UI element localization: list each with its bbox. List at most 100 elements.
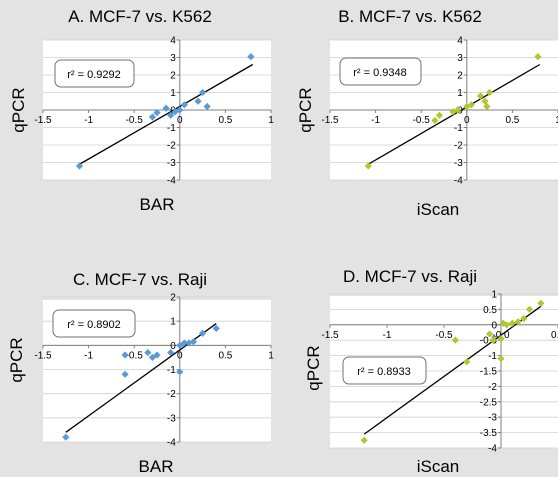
data-point (176, 341, 184, 349)
data-point (153, 109, 161, 117)
r2-box (54, 59, 135, 88)
data-point (534, 53, 542, 61)
x-tick-label: -1.5 (34, 115, 52, 126)
y-tick-label: 0 (491, 320, 497, 331)
x-tick-label: -1 (84, 115, 93, 126)
r2-box (342, 356, 427, 385)
x-tick-label: 1 (555, 115, 558, 126)
data-point (144, 348, 152, 357)
trendline (363, 305, 542, 435)
data-point (497, 355, 505, 363)
data-point (497, 335, 505, 343)
y-tick-label: 4 (457, 36, 463, 47)
y-axis-label: qPCR (9, 87, 28, 132)
y-axis-label: qPCR (304, 345, 323, 390)
y-tick-label: -1 (454, 123, 463, 134)
data-point (194, 97, 202, 105)
x-tick-label: 0 (177, 350, 183, 361)
x-tick-label: -1 (383, 330, 392, 341)
data-point (435, 111, 444, 119)
y-tick-label: 4 (170, 36, 176, 47)
y-axis-label: qPCR (296, 87, 315, 132)
data-point (503, 321, 511, 329)
y-tick-label: -1 (167, 365, 176, 376)
y-tick-label: 0 (170, 341, 176, 352)
y-tick-label: -3 (488, 413, 497, 424)
data-point (189, 338, 198, 346)
data-point (525, 305, 534, 313)
chart-panel-c: C. MCF-7 vs. Raji -1.5 -1 -0.5 0 0.5 1 -4 -3 -2 -… (7, 270, 274, 476)
x-axis-label: BAR (139, 457, 174, 476)
data-point (481, 97, 489, 105)
y-tick-label: -2.5 (480, 397, 498, 408)
data-point (62, 433, 70, 441)
x-axis-label: iScan (417, 200, 460, 219)
data-point (514, 318, 522, 326)
y-tick-label: 2 (170, 293, 176, 304)
data-point (180, 101, 188, 109)
x-tick-label: -0.5 (126, 115, 144, 126)
r2-label: r² = 0.9348 (353, 67, 407, 79)
data-point (486, 330, 494, 338)
y-tick-label: -1 (488, 351, 497, 362)
data-point (476, 92, 485, 100)
data-point (203, 102, 211, 111)
data-point (463, 358, 471, 366)
x-axis-label: BAR (140, 195, 175, 214)
data-point (167, 348, 175, 357)
data-point (431, 116, 439, 125)
y-tick-label: -0.5 (480, 336, 498, 347)
x-tick-label: -1 (84, 350, 93, 361)
x-tick-label: -1.5 (321, 330, 339, 341)
data-point (199, 88, 207, 97)
y-axis-label: qPCR (7, 337, 26, 382)
y-tick-label: 1 (457, 88, 463, 99)
data-point (153, 351, 161, 359)
x-tick-label: -1.5 (34, 350, 52, 361)
x-tick-label: -0.5 (435, 330, 453, 341)
y-tick-label: 1 (170, 88, 176, 99)
y-tick-label: -4 (167, 438, 176, 449)
y-tick-label: 1 (491, 290, 497, 301)
y-tick-label: 3 (170, 53, 176, 64)
data-point (520, 315, 528, 323)
r2-label: r² = 0.9292 (67, 69, 121, 81)
y-tick-label: -3 (454, 158, 463, 169)
x-tick-label: 0 (177, 115, 183, 126)
data-point (212, 324, 220, 333)
x-tick-label: -0.5 (413, 115, 431, 126)
y-tick-label: -4 (167, 176, 176, 187)
y-tick-label: 2 (457, 71, 463, 82)
x-tick-label: 1 (268, 115, 274, 126)
y-tick-label: 3 (457, 53, 463, 64)
data-point (463, 102, 471, 111)
y-tick-label: -1.5 (480, 367, 498, 378)
data-point (148, 113, 157, 121)
y-tick-label: -3 (167, 413, 176, 424)
data-point (247, 53, 255, 61)
data-point (162, 104, 170, 112)
x-tick-label: -1.5 (321, 115, 339, 126)
x-tick-label: 0.5 (551, 330, 558, 341)
x-axis-label: iScan (417, 457, 460, 476)
y-tick-label: -2 (167, 389, 176, 400)
chart-panel-a: A. MCF-7 vs. K562 -1.5 -1 -0.5 0 0.5 1 -4 -3 -2 -… (9, 7, 274, 214)
r2-box (52, 309, 136, 338)
x-tick-label: 1 (268, 350, 274, 361)
y-tick-label: -3.5 (480, 428, 498, 439)
data-point (176, 368, 184, 376)
data-point (199, 329, 207, 337)
x-tick-label: 0.5 (505, 115, 519, 126)
data-point (451, 336, 459, 344)
x-tick-label: 0.5 (218, 115, 232, 126)
data-point (176, 106, 184, 114)
y-tick-label: 0.5 (483, 305, 497, 316)
chart-title: A. MCF-7 vs. K562 (68, 7, 212, 26)
data-point (364, 162, 372, 170)
x-tick-label: -1 (371, 115, 380, 126)
r2-box (339, 57, 422, 86)
chart-title: B. MCF-7 vs. K562 (338, 7, 482, 26)
data-point (537, 299, 545, 307)
y-tick-label: 2 (170, 71, 176, 82)
